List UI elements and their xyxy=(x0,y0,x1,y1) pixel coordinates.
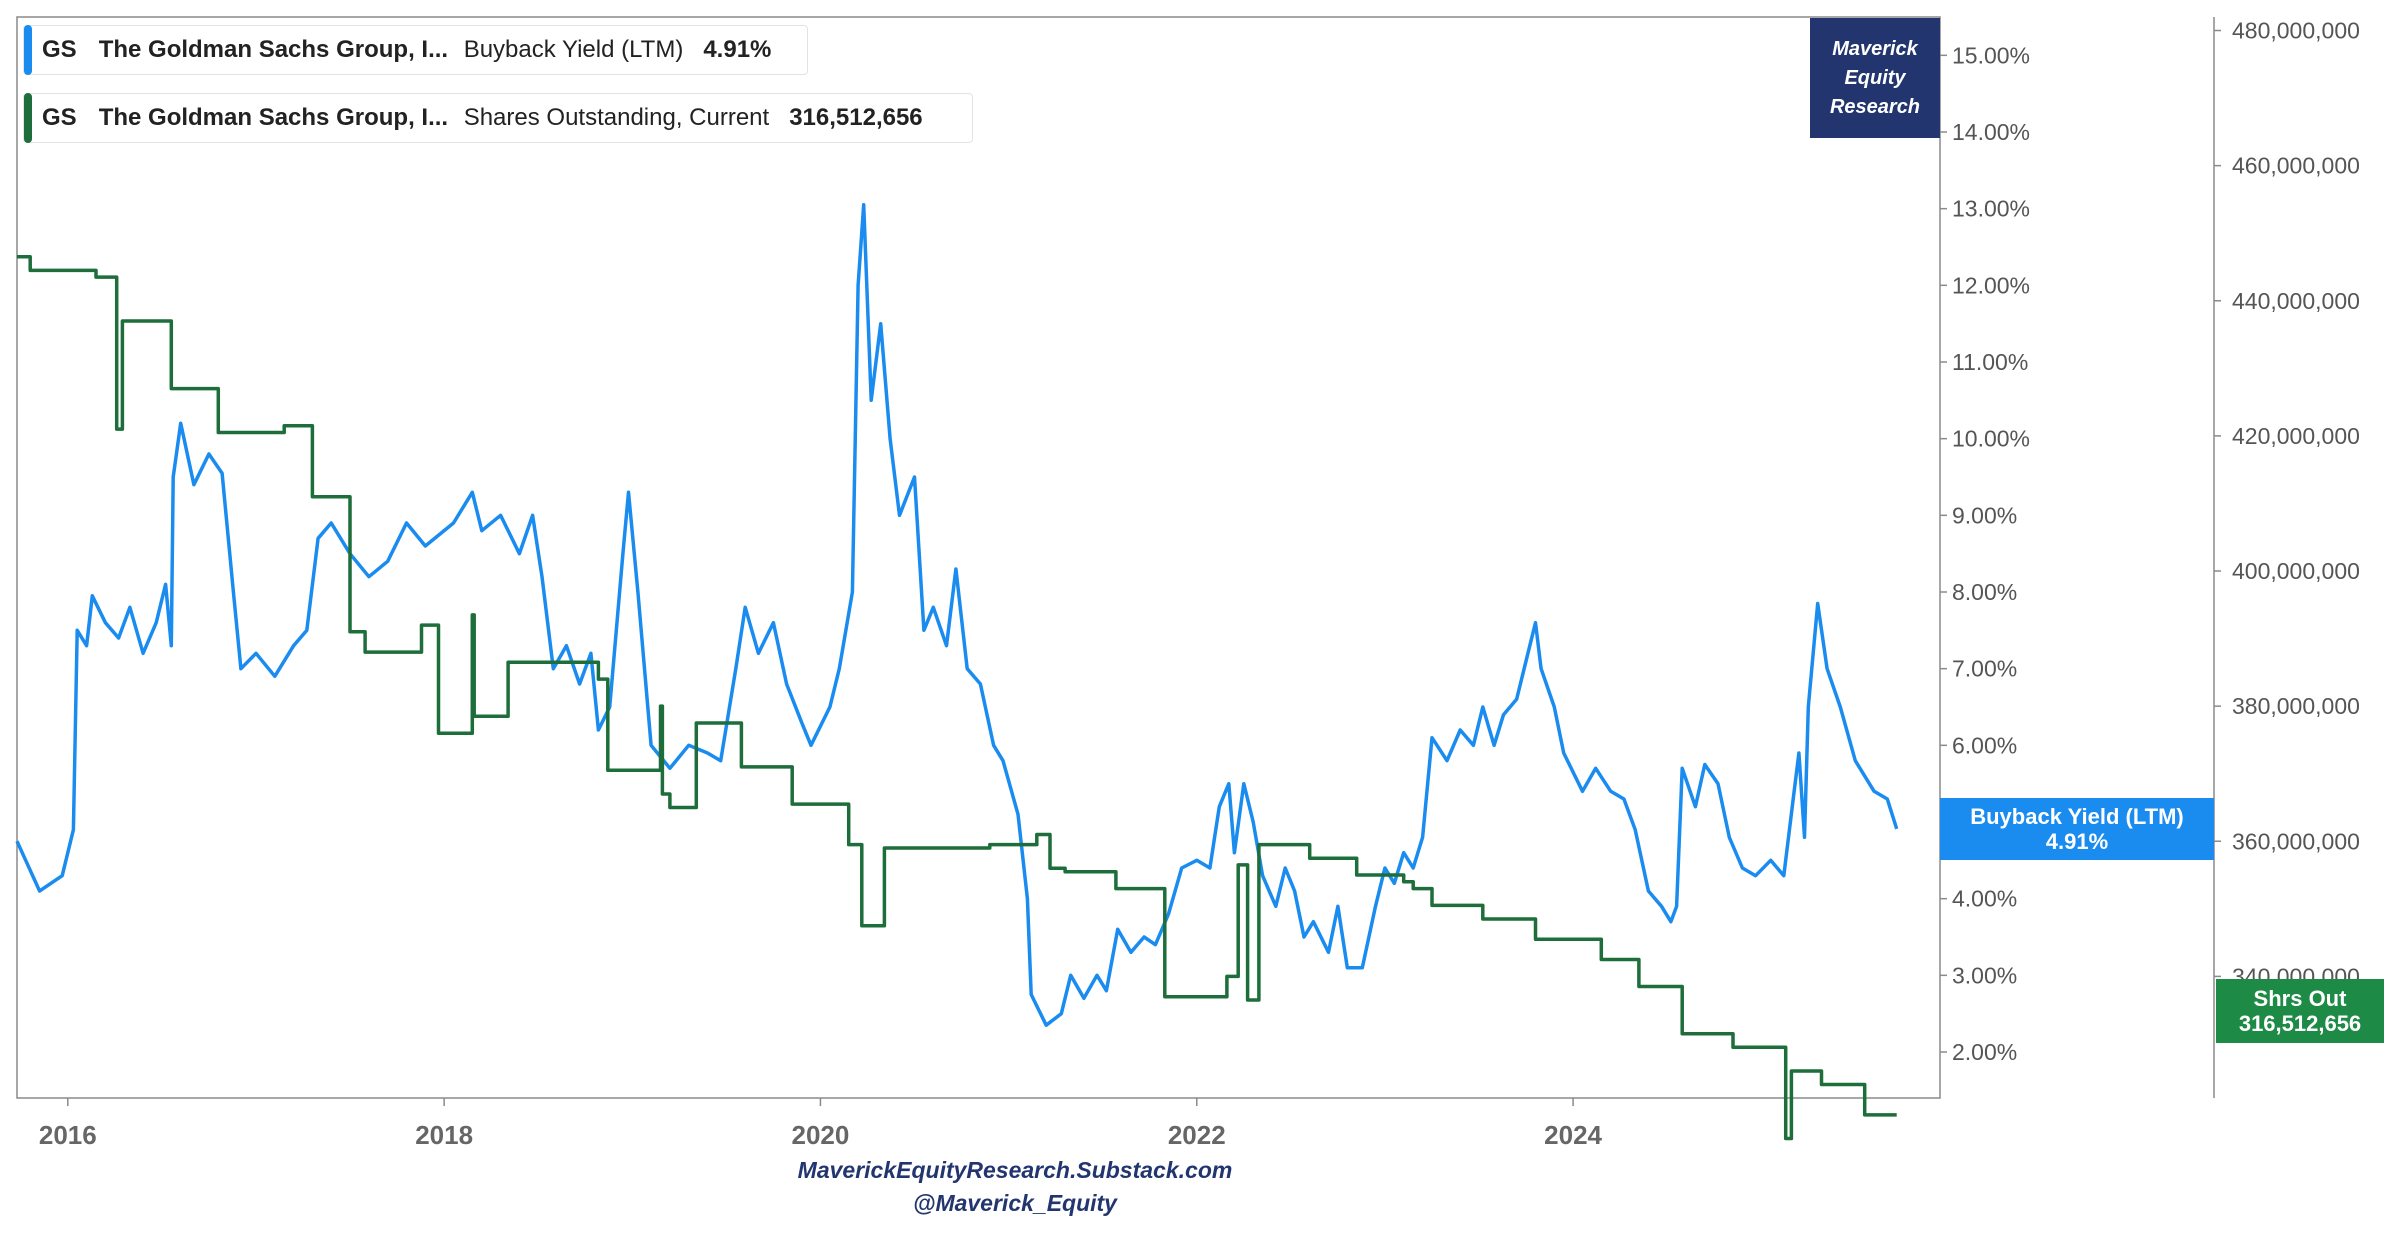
legend-yield-value: 4.91% xyxy=(703,36,772,63)
badge-line-2: Equity xyxy=(1844,66,1906,89)
legend-yield[interactable]: GS The Goldman Sachs Group, I... Buyback… xyxy=(23,25,808,75)
yield-tick-label-6: 8.00% xyxy=(1952,579,2017,605)
shares-tick-label-6: 460,000,000 xyxy=(2232,153,2360,179)
shares-tick-label-2: 380,000,000 xyxy=(2232,693,2360,719)
shares-tick-label-1: 360,000,000 xyxy=(2232,828,2360,854)
shares-flag-label: Shrs Out xyxy=(2253,986,2347,1011)
yield-tick-label-5: 7.00% xyxy=(1952,656,2017,682)
yield-flag-value: 4.91% xyxy=(2045,829,2109,854)
yield-tick-label-11: 13.00% xyxy=(1952,196,2030,222)
shares-tick-label-4: 420,000,000 xyxy=(2232,423,2360,449)
legend-shares-company: The Goldman Sachs Group, I... xyxy=(98,104,449,131)
x-tick-label-2020: 2020 xyxy=(792,1120,850,1150)
shares-outstanding-line xyxy=(17,255,1897,1141)
yield-tick-label-10: 12.00% xyxy=(1952,272,2030,298)
yield-tick-label-9: 11.00% xyxy=(1952,349,2028,375)
legend-shares-ticker: GS xyxy=(42,104,77,131)
shares-flag-value: 316,512,656 xyxy=(2238,1011,2362,1036)
plot-area xyxy=(16,16,1941,1099)
x-tick-label-2016: 2016 xyxy=(39,1120,97,1150)
yield-tick-label-0: 2.00% xyxy=(1952,1039,2017,1065)
maverick-badge: Maverick Equity Research xyxy=(1810,18,1940,138)
legend-yield-ticker: GS xyxy=(42,36,77,63)
shares-tick-label-3: 400,000,000 xyxy=(2232,558,2360,584)
yield-tick-label-2: 4.00% xyxy=(1952,886,2017,912)
legend-shares[interactable]: GS The Goldman Sachs Group, I... Shares … xyxy=(23,93,973,143)
badge-line-3: Research xyxy=(1829,95,1921,118)
x-tick-label-2022: 2022 xyxy=(1168,1120,1226,1150)
legend-yield-company: The Goldman Sachs Group, I... xyxy=(98,36,449,63)
footer-handle: @Maverick_Equity xyxy=(913,1190,1117,1216)
buyback-yield-line xyxy=(15,203,1899,1027)
legend-yield-metric: Buyback Yield (LTM) xyxy=(463,36,684,63)
yield-tick-label-13: 15.00% xyxy=(1952,42,2030,68)
x-tick-label-2024: 2024 xyxy=(1544,1120,1602,1150)
footer-url: MaverickEquityResearch.Substack.com xyxy=(797,1157,1233,1183)
yield-tick-label-12: 14.00% xyxy=(1952,119,2030,145)
shares-tick-label-5: 440,000,000 xyxy=(2232,288,2360,314)
yield-tick-label-8: 10.00% xyxy=(1952,426,2030,452)
yield-last-value-flag: Buyback Yield (LTM) 4.91% xyxy=(1940,798,2214,860)
yield-tick-label-4: 6.00% xyxy=(1952,732,2017,758)
yield-tick-label-1: 3.00% xyxy=(1952,962,2017,988)
shares-last-value-flag: Shrs Out 316,512,656 xyxy=(2216,979,2384,1043)
badge-line-1: Maverick xyxy=(1832,37,1918,60)
shares-tick-label-7: 480,000,000 xyxy=(2232,18,2360,44)
legend-shares-value: 316,512,656 xyxy=(789,104,923,131)
legend-shares-swatch xyxy=(24,93,32,143)
yield-tick-label-7: 9.00% xyxy=(1952,502,2017,528)
yield-flag-label: Buyback Yield (LTM) xyxy=(1970,804,2184,829)
legend-shares-metric: Shares Outstanding, Current xyxy=(463,104,770,131)
legend-yield-swatch xyxy=(24,25,32,75)
x-tick-label-2018: 2018 xyxy=(415,1120,473,1150)
